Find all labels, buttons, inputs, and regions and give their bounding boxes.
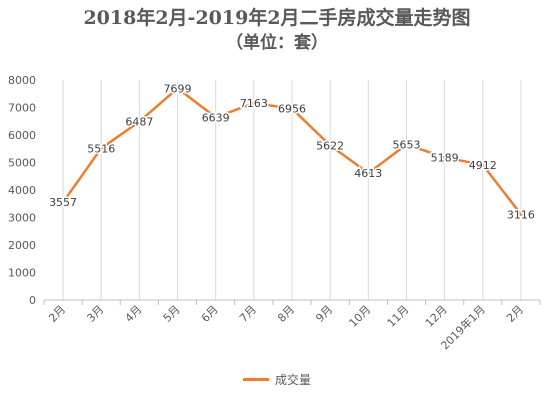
data-point — [404, 143, 408, 147]
data-label: 3116 — [507, 208, 535, 221]
y-tick-label: 3000 — [8, 212, 36, 225]
data-label: 7699 — [164, 82, 192, 95]
x-tick-label: 5月 — [161, 303, 183, 325]
y-tick-label: 7000 — [8, 102, 36, 115]
data-label: 5189 — [431, 151, 459, 164]
x-tick-label: 7月 — [237, 303, 259, 325]
x-tick-label: 6月 — [199, 303, 221, 325]
legend-line-swatch — [242, 378, 269, 381]
y-tick-label: 1000 — [8, 267, 36, 280]
x-tick-label: 9月 — [313, 303, 335, 325]
data-label: 4613 — [354, 167, 382, 180]
y-tick-label: 4000 — [8, 184, 36, 197]
data-label: 6639 — [202, 111, 230, 124]
data-point — [290, 107, 294, 111]
data-point — [99, 146, 103, 150]
y-tick-label: 2000 — [8, 239, 36, 252]
x-tick-label: 3月 — [84, 303, 106, 325]
x-tick-label: 12月 — [423, 303, 450, 330]
x-tick-label: 10月 — [347, 303, 374, 330]
data-point — [328, 143, 332, 147]
chart-title-block: 2018年2月-2019年2月二手房成交量走势图 （单位：套） — [0, 6, 554, 55]
data-point — [252, 101, 256, 105]
y-tick-label: 6000 — [8, 129, 36, 142]
data-label: 4912 — [469, 159, 497, 172]
x-tick-label: 8月 — [275, 303, 297, 325]
legend-label: 成交量 — [274, 373, 311, 387]
x-tick-label: 2月 — [504, 303, 526, 325]
data-label: 6487 — [125, 116, 153, 129]
y-tick-label: 8000 — [8, 74, 36, 87]
chart-title: 2018年2月-2019年2月二手房成交量走势图 — [83, 7, 471, 29]
data-label: 5516 — [87, 142, 115, 155]
y-tick-label: 5000 — [8, 157, 36, 170]
x-tick-label: 2月 — [46, 303, 68, 325]
y-tick-label: 0 — [29, 294, 36, 307]
data-label: 5653 — [392, 139, 420, 152]
chart-subtitle: （单位：套） — [226, 33, 328, 53]
data-point — [176, 86, 180, 90]
data-point — [137, 120, 141, 124]
data-point — [443, 155, 447, 159]
legend: 成交量 — [0, 371, 554, 388]
data-point — [366, 171, 370, 175]
x-tick-label: 11月 — [385, 303, 412, 330]
data-point — [519, 212, 523, 216]
data-point — [214, 115, 218, 119]
data-label: 6956 — [278, 103, 306, 116]
x-tick-label: 4月 — [123, 303, 145, 325]
data-point — [481, 163, 485, 167]
data-label: 7163 — [240, 97, 268, 110]
data-point — [61, 200, 65, 204]
data-label: 3557 — [49, 196, 77, 209]
data-label: 5622 — [316, 139, 344, 152]
